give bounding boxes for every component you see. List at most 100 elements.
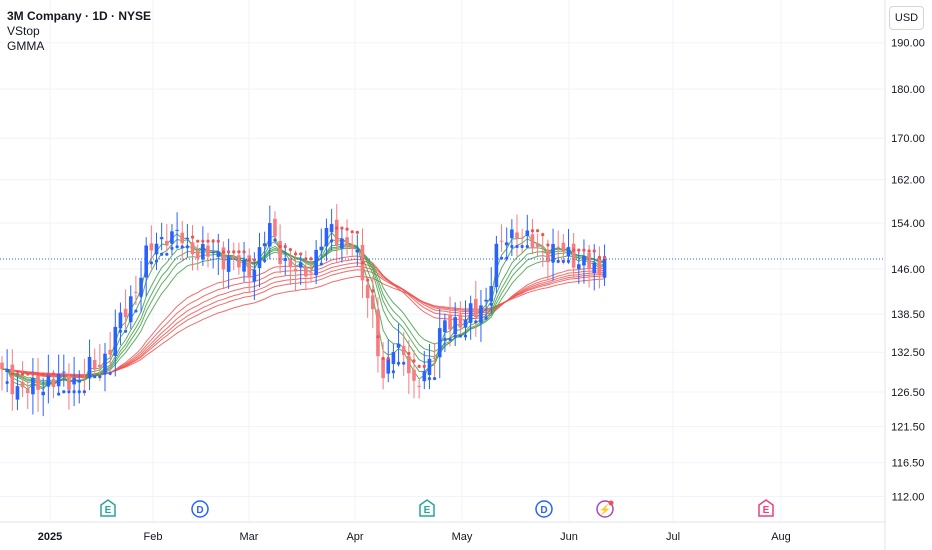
vstop-dot bbox=[345, 227, 349, 231]
vstop-dot bbox=[232, 250, 236, 254]
candle-body bbox=[443, 320, 447, 333]
vstop-dot bbox=[190, 235, 195, 239]
vstop-dot bbox=[263, 258, 267, 263]
candle-body bbox=[77, 380, 82, 383]
candle-body bbox=[345, 237, 349, 247]
vstop-dot bbox=[412, 359, 416, 363]
vstop-dot bbox=[469, 320, 473, 324]
vstop-dot bbox=[561, 259, 565, 263]
currency-button[interactable]: USD bbox=[889, 6, 924, 30]
candle-body bbox=[247, 255, 251, 278]
candle-body bbox=[427, 358, 432, 376]
vstop-dot bbox=[62, 390, 66, 394]
vstop-dot bbox=[278, 244, 282, 249]
vstop-dot bbox=[149, 261, 153, 265]
candle-body bbox=[340, 238, 344, 249]
candle-body bbox=[257, 247, 262, 269]
vstop-dot bbox=[77, 390, 81, 394]
price-axis[interactable]: 190.00 180.00 170.00 162.00 154.00 146.00 138.… bbox=[891, 38, 925, 504]
vstop-dot bbox=[592, 249, 596, 253]
candle-body bbox=[468, 303, 473, 323]
symbol-title[interactable]: 3M Company · 1D · NYSE bbox=[7, 9, 152, 23]
candle-body bbox=[546, 249, 550, 263]
candle-body bbox=[242, 259, 246, 272]
candle-body bbox=[56, 373, 61, 387]
candle-body bbox=[10, 364, 15, 395]
candle-body bbox=[582, 256, 586, 266]
vstop-dot bbox=[82, 390, 86, 394]
candle-body bbox=[113, 326, 118, 356]
candle-body bbox=[597, 258, 602, 275]
vstop-dot bbox=[57, 392, 61, 396]
time-tick-label: Jun bbox=[560, 531, 578, 543]
price-tick-label: 126.50 bbox=[891, 387, 925, 399]
candle-body bbox=[180, 232, 185, 244]
price-tick-label: 146.00 bbox=[891, 264, 925, 276]
event-label: E bbox=[424, 505, 431, 516]
gmma-long-line bbox=[2, 275, 605, 376]
vstop-dot bbox=[103, 371, 107, 375]
vstop-dot bbox=[402, 361, 406, 365]
earnings-marker bbox=[100, 499, 116, 517]
candle-body bbox=[350, 244, 354, 249]
vstop-dot bbox=[407, 351, 411, 356]
candle-body bbox=[422, 371, 427, 382]
candle-body bbox=[221, 247, 226, 270]
gmma-lines bbox=[1, 231, 605, 391]
vstop-dot bbox=[139, 294, 143, 298]
candle-body bbox=[31, 377, 35, 395]
vstop-dot bbox=[479, 320, 483, 324]
candle-body bbox=[551, 244, 555, 263]
candle-body bbox=[463, 319, 468, 328]
event-label: ⚡ bbox=[599, 503, 611, 516]
candle-body bbox=[504, 242, 509, 246]
candle-body bbox=[314, 249, 318, 276]
grid-lines bbox=[0, 0, 885, 522]
candle-body bbox=[231, 256, 236, 258]
candle-body bbox=[510, 229, 514, 239]
price-tick-label: 138.50 bbox=[891, 309, 925, 321]
candle-body bbox=[268, 223, 272, 247]
candle-body bbox=[0, 362, 4, 370]
vstop-dot bbox=[10, 372, 14, 376]
vstop-dot bbox=[376, 335, 380, 339]
candle-body bbox=[165, 240, 169, 246]
vstop-dot bbox=[299, 252, 303, 256]
vstop-dot bbox=[427, 376, 432, 381]
time-axis[interactable]: 2025 Feb Mar Apr May Jun Jul Aug bbox=[38, 531, 791, 543]
candle-body bbox=[237, 255, 241, 268]
candle-body bbox=[386, 358, 391, 374]
candle-body bbox=[128, 296, 133, 323]
vstop-dot bbox=[355, 230, 359, 235]
candle-body bbox=[371, 295, 375, 310]
candle-body bbox=[206, 245, 210, 257]
vstop-dot bbox=[525, 244, 529, 249]
vstop-dot bbox=[31, 372, 35, 376]
vstop-dot bbox=[566, 259, 571, 263]
gmma-short-line bbox=[1, 231, 605, 391]
vstop-dot bbox=[314, 265, 318, 269]
vstop-dot bbox=[41, 372, 45, 376]
candle-body bbox=[540, 250, 545, 252]
time-tick-label: 2025 bbox=[38, 531, 62, 543]
candle-body bbox=[520, 237, 524, 239]
vstop-dot bbox=[330, 239, 334, 243]
candle-body bbox=[216, 251, 221, 257]
candle-body bbox=[201, 243, 205, 260]
vstop-dot bbox=[381, 356, 385, 360]
gmma-short-line bbox=[1, 238, 605, 389]
indicator-gmma[interactable]: GMMA bbox=[7, 39, 45, 53]
candle-body bbox=[396, 343, 401, 348]
candle-body bbox=[175, 229, 179, 231]
vstop-dot bbox=[154, 259, 159, 263]
price-tick-label: 154.00 bbox=[891, 218, 925, 230]
candle-body bbox=[484, 299, 488, 302]
indicator-vstop[interactable]: VStop bbox=[7, 24, 40, 38]
candle-body bbox=[324, 227, 329, 245]
event-badge bbox=[608, 500, 614, 506]
vstop-dot bbox=[196, 239, 200, 243]
vstop-dot bbox=[350, 230, 354, 234]
vstop-dot bbox=[515, 244, 519, 249]
price-tick-label: 121.50 bbox=[891, 422, 925, 434]
